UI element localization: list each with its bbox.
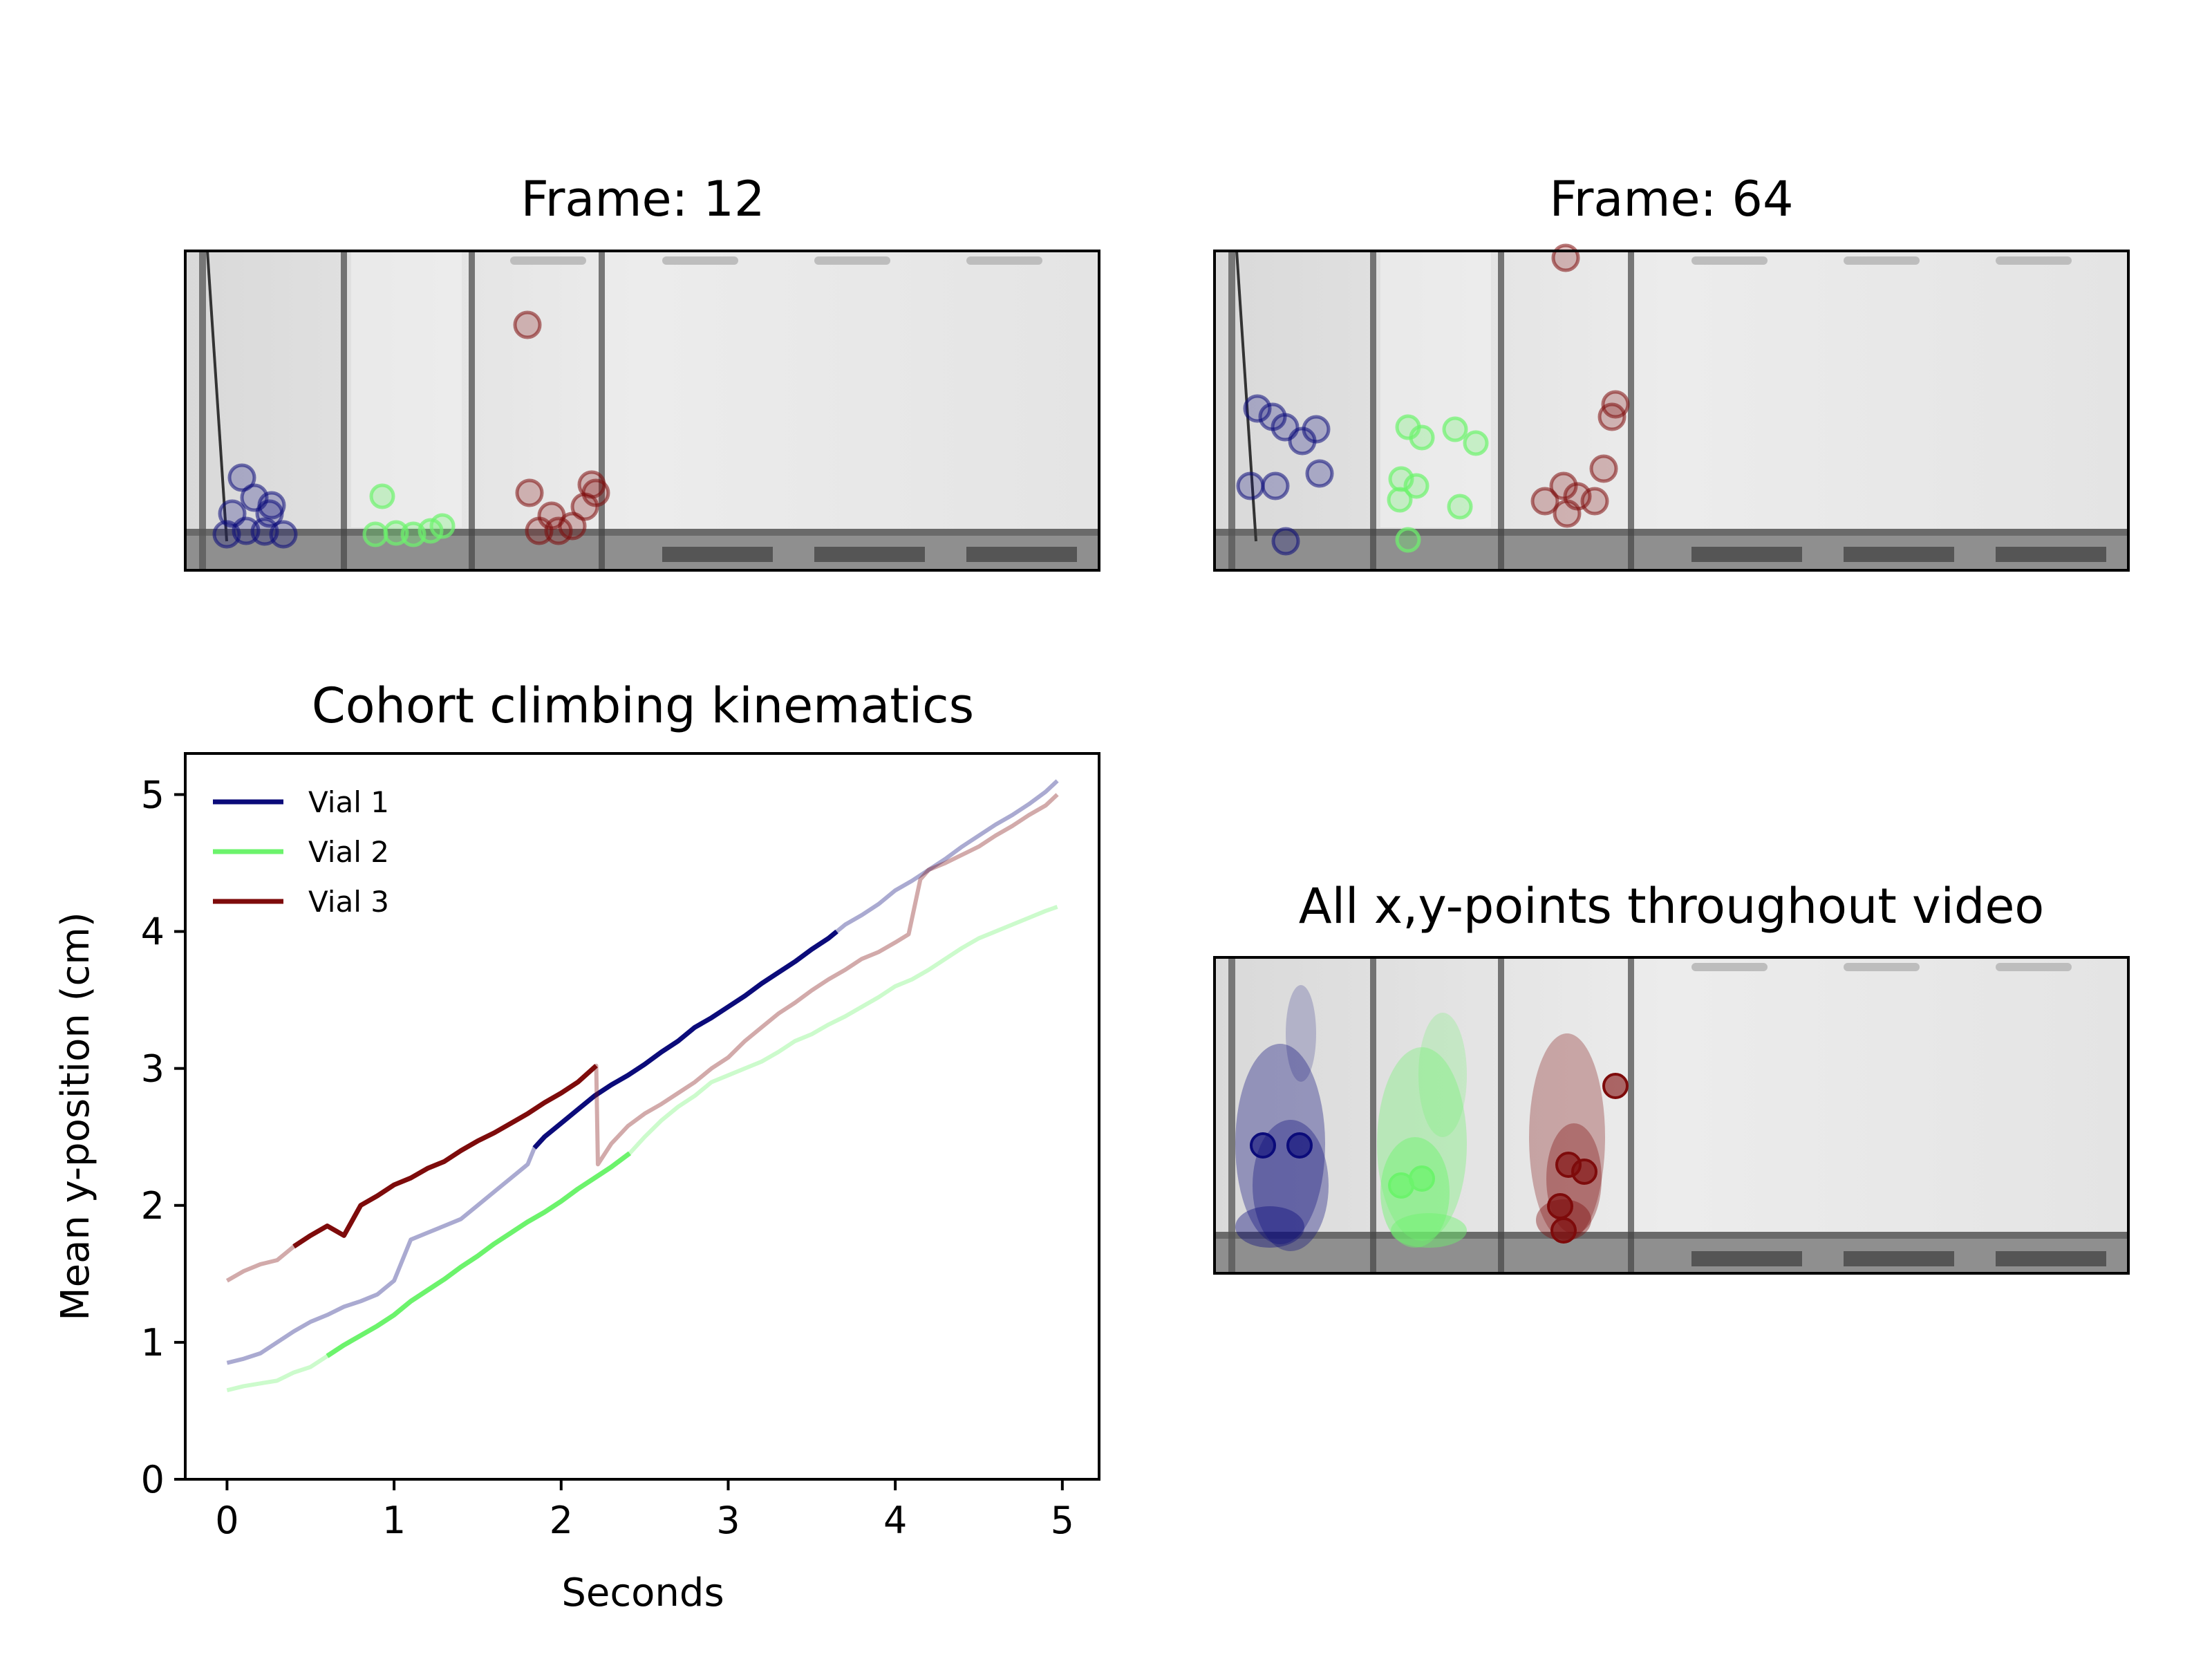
x-tick-label: 0 <box>215 1499 238 1542</box>
series-line-faded-vial-2 <box>226 905 1058 1393</box>
x-tick-label: 1 <box>382 1499 406 1542</box>
chart-title: Cohort climbing kinematics <box>312 677 974 734</box>
legend-label: Vial 1 <box>308 785 389 819</box>
frame64-vial3-markers <box>1530 243 1630 528</box>
y-tick-label: 0 <box>141 1458 165 1501</box>
chart-legend: Vial 1 Vial 2 Vial 3 <box>213 785 389 919</box>
series-line-highlight-vial-3 <box>292 1064 598 1249</box>
allpoints-vial1-cloud <box>1235 985 1329 1251</box>
x-tick-label: 2 <box>550 1499 573 1542</box>
y-tick-label: 2 <box>141 1184 165 1228</box>
y-tick-label: 1 <box>141 1321 165 1365</box>
x-axis-label: Seconds <box>561 1571 724 1615</box>
y-tick-label: 4 <box>141 910 165 954</box>
chart-lines <box>225 779 1059 1393</box>
frame64-background <box>1215 251 2128 570</box>
frame12-image <box>184 250 1100 572</box>
x-tick-label: 3 <box>716 1499 740 1542</box>
chart-frame <box>184 752 1100 1481</box>
frame12-vial3-markers <box>513 310 610 545</box>
series-line-highlight-vial-1 <box>532 929 838 1150</box>
y-tick-label: 5 <box>141 773 165 816</box>
frame12-title: Frame: 12 <box>521 171 765 227</box>
allpoints-vial3-cloud <box>1529 1033 1629 1244</box>
legend-label: Vial 2 <box>308 835 389 869</box>
frame64-vial1-markers <box>1236 394 1334 556</box>
series-line-highlight-vial-2 <box>326 1151 631 1358</box>
y-axis-label: Mean y-position (cm) <box>53 912 98 1320</box>
chart: 0 1 2 3 4 5 0 1 2 3 4 5 Vial 1 Vial 2 Vial 3 <box>141 752 1100 1542</box>
x-tick-label: 5 <box>1051 1499 1074 1542</box>
frame12-vial1-markers <box>212 463 298 549</box>
legend-label: Vial 3 <box>308 885 389 919</box>
frame12-background <box>185 251 1099 570</box>
x-tick-label: 4 <box>883 1499 907 1542</box>
frame64-image <box>1213 243 2130 572</box>
frame64-vial2-markers <box>1387 414 1489 553</box>
frame12-vial2-markers <box>362 483 456 547</box>
allpoints-image <box>1213 956 2130 1275</box>
allpoints-background <box>1215 957 2128 1273</box>
allpoints-vial2-cloud <box>1377 1013 1467 1248</box>
allpoints-title: All x,y-points throughout video <box>1299 878 2045 935</box>
frame64-title: Frame: 64 <box>1549 171 1793 227</box>
y-tick-label: 3 <box>141 1047 165 1091</box>
chart-ticks: 0 1 2 3 4 5 0 1 2 3 4 5 <box>141 773 1074 1542</box>
